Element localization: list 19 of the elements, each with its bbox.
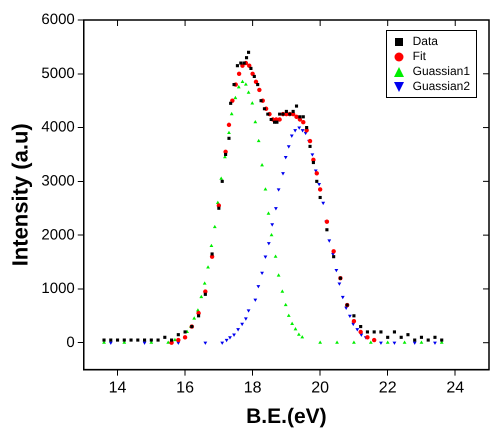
y-tick-label: 6000 [41, 11, 75, 28]
legend-label: Data [412, 34, 438, 49]
x-axis-title: B.E.(eV) [246, 405, 327, 428]
x-tick-label: 18 [244, 380, 262, 397]
x-tick-label: 24 [446, 380, 464, 397]
y-tick-label: 5000 [41, 64, 75, 82]
x-tick-label: 20 [311, 380, 330, 397]
legend-label: Guassian2 [412, 79, 470, 94]
x-tick-label: 22 [378, 380, 397, 397]
y-tick-label: 1000 [41, 280, 75, 298]
y-tick-label: 0 [66, 334, 75, 351]
y-axis-title: Intensity (a.u) [7, 123, 32, 266]
legend-label: Guassian1 [412, 64, 470, 79]
y-tick-label: 3000 [41, 172, 75, 190]
y-tick-label: 2000 [41, 226, 75, 244]
x-tick-label: 16 [176, 380, 194, 397]
legend-label: Fit [412, 49, 426, 64]
x-tick-label: 14 [108, 380, 127, 397]
y-tick-label: 4000 [41, 118, 75, 136]
